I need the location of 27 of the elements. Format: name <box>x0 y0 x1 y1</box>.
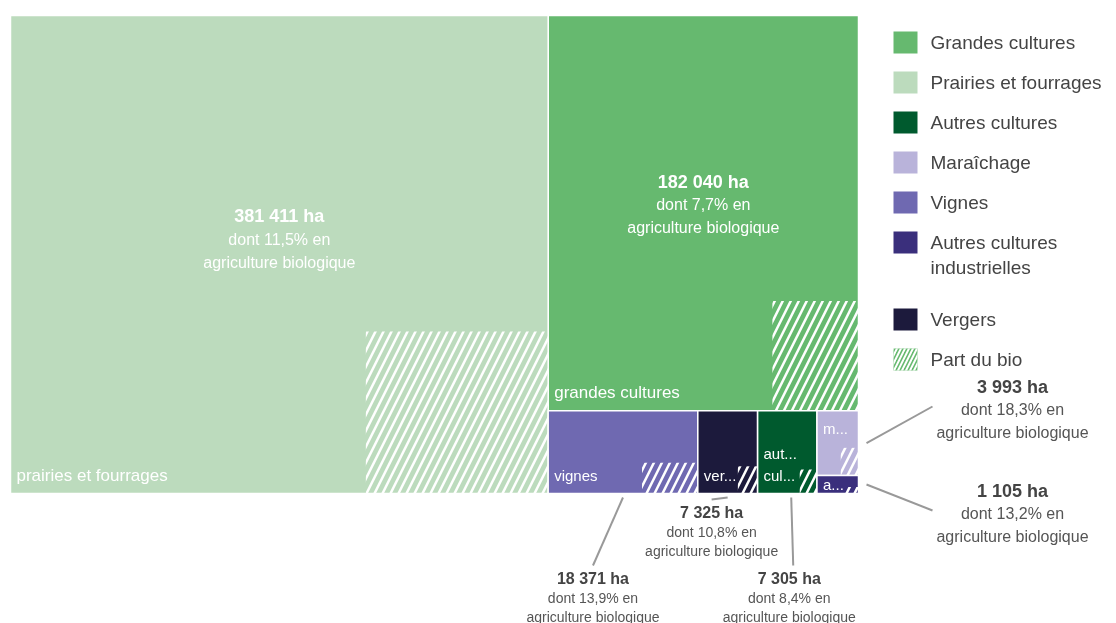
data-label: 7 305 ha <box>757 570 821 587</box>
legend-label: Autres cultures <box>930 112 1058 133</box>
data-label: 381 411 ha <box>234 206 326 227</box>
category-label: grandes cultures <box>554 383 680 403</box>
category-label: prairies et fourrages <box>16 466 168 485</box>
category-label: a... <box>822 476 844 494</box>
data-label: dont 7,7% en agriculture biologique <box>627 196 780 237</box>
category-label: m... <box>822 420 848 438</box>
data-label: dont 10,8% en agriculture biologique <box>645 523 779 559</box>
legend-label: Maraîchage <box>930 152 1031 173</box>
category-label: ver... <box>703 467 737 484</box>
legend-label: Grandes cultures <box>930 32 1076 53</box>
data-label: dont 13,2% en agriculture biologique <box>936 505 1089 545</box>
data-label: 7 325 ha <box>680 504 744 521</box>
data-label: 18 371 ha <box>556 570 630 587</box>
legend-label: Vignes <box>930 192 989 213</box>
data-label: 182 040 ha <box>657 171 750 192</box>
legend-label: Part du bio <box>930 349 1023 370</box>
category-label: aut... cul... <box>763 445 797 484</box>
data-label: dont 18,3% en agriculture biologique <box>936 401 1089 441</box>
legend-label: Autres cultures industrielles <box>930 232 1058 278</box>
legend-label: Vergers <box>930 309 996 330</box>
category-label: vignes <box>554 467 598 484</box>
legend-label: Prairies et fourrages <box>930 72 1102 93</box>
data-label: 3 993 ha <box>976 376 1050 397</box>
data-label: 1 105 ha <box>976 480 1050 501</box>
data-label: dont 11,5% en agriculture biologique <box>203 230 356 271</box>
